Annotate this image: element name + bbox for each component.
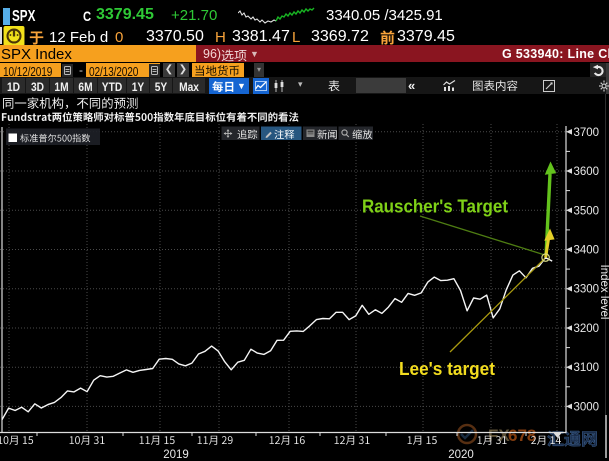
svg-text:Lee's target: Lee's target — [399, 359, 495, 379]
svg-text:3100: 3100 — [574, 362, 600, 374]
svg-text:3400: 3400 — [574, 245, 600, 257]
svg-text:3200: 3200 — [574, 323, 600, 335]
svg-text:678: 678 — [508, 426, 536, 445]
svg-text:3000: 3000 — [574, 401, 600, 413]
svg-text:3500: 3500 — [574, 205, 600, 217]
svg-text:Index level: Index level — [598, 265, 609, 320]
svg-text:Rauscher's Target: Rauscher's Target — [362, 197, 508, 217]
svg-text:3700: 3700 — [574, 127, 600, 139]
svg-text:3600: 3600 — [574, 166, 600, 178]
svg-text:3300: 3300 — [574, 284, 600, 296]
svg-text:2019: 2019 — [163, 449, 189, 461]
svg-text:2020: 2020 — [448, 449, 474, 461]
